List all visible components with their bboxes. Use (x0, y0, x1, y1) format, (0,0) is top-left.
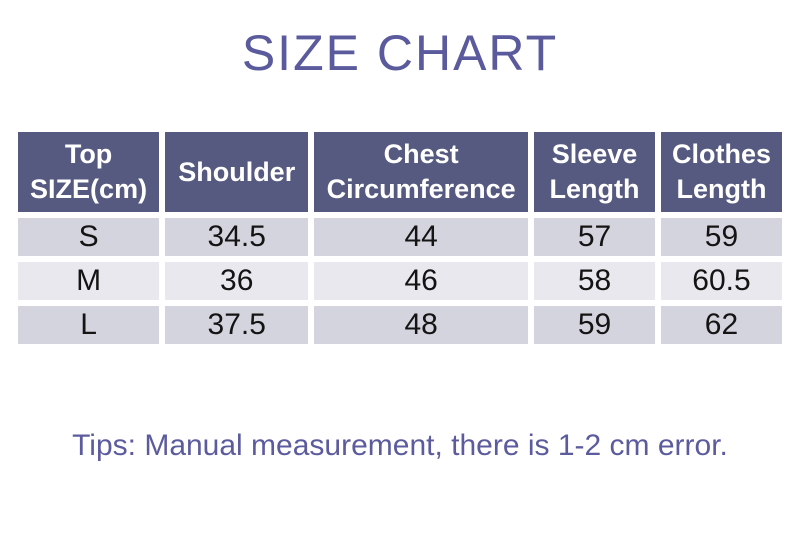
cell-shoulder: 36 (165, 262, 309, 300)
header-cell-chest-circumference: Chest Circumference (314, 132, 529, 212)
header-cell-shoulder: Shoulder (165, 132, 309, 212)
cell-chest-circumference: 46 (314, 262, 529, 300)
cell-size-label: L (18, 306, 160, 344)
table-row-size-l: L 37.5 48 59 62 (18, 306, 782, 344)
table-row-size-m: M 36 46 58 60.5 (18, 262, 782, 300)
header-cell-clothes-length: Clothes Length (660, 132, 782, 212)
cell-chest-circumference: 44 (314, 218, 529, 256)
cell-clothes-length: 60.5 (660, 262, 782, 300)
cell-clothes-length: 59 (660, 218, 782, 256)
cell-sleeve-length: 58 (534, 262, 655, 300)
measurement-tips-text: Tips: Manual measurement, there is 1-2 c… (72, 429, 728, 462)
header-cell-sleeve-length: Sleeve Length (534, 132, 655, 212)
header-cell-top-size: Top SIZE(cm) (18, 132, 160, 212)
cell-sleeve-length: 57 (534, 218, 655, 256)
page-title: SIZE CHART (241, 25, 559, 81)
cell-shoulder: 37.5 (165, 306, 309, 344)
table-row-size-s: S 34.5 44 57 59 (18, 218, 782, 256)
cell-shoulder: 34.5 (165, 218, 309, 256)
cell-clothes-length: 62 (660, 306, 782, 344)
size-table: Top SIZE(cm) Shoulder Chest Circumferenc… (12, 126, 788, 350)
size-table-header-row: Top SIZE(cm) Shoulder Chest Circumferenc… (18, 132, 782, 212)
cell-size-label: M (18, 262, 160, 300)
cell-sleeve-length: 59 (534, 306, 655, 344)
cell-size-label: S (18, 218, 160, 256)
cell-chest-circumference: 48 (314, 306, 529, 344)
